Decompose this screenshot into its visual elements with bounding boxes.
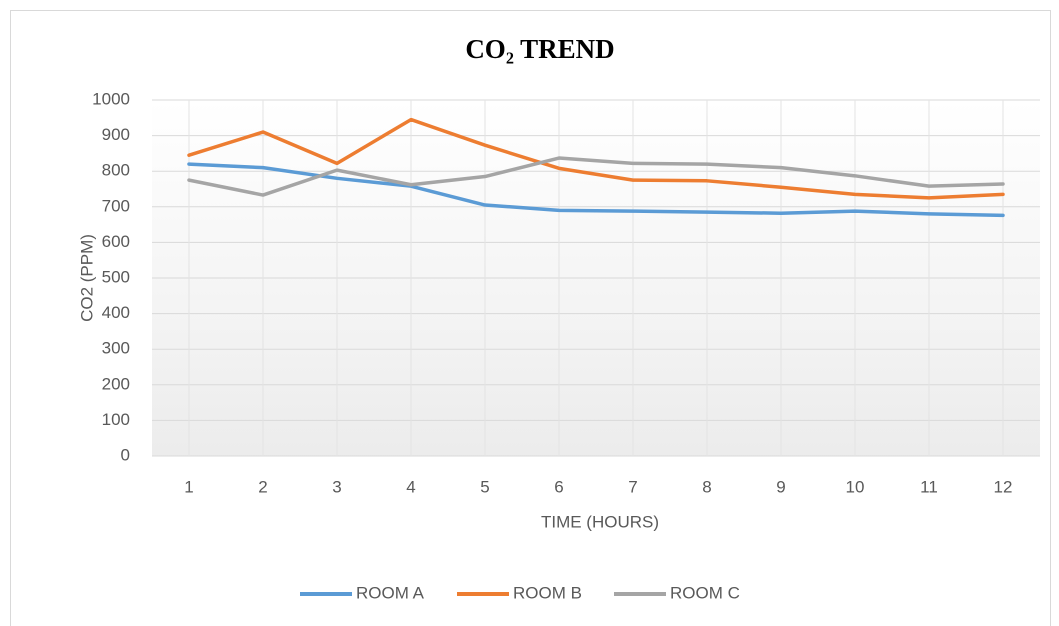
series-line xyxy=(187,162,1005,218)
y-tick-label: 0 xyxy=(121,445,130,464)
legend-label: ROOM A xyxy=(356,583,425,602)
x-tick-label: 7 xyxy=(628,477,637,496)
x-tick-label: 3 xyxy=(332,477,341,496)
y-axis-label: CO2 (PPM) xyxy=(77,234,96,322)
x-tick-label: 12 xyxy=(994,477,1013,496)
y-tick-label: 300 xyxy=(102,339,130,358)
x-tick-label: 4 xyxy=(406,477,415,496)
y-tick-label: 500 xyxy=(102,267,130,286)
y-tick-label: 400 xyxy=(102,303,130,322)
x-axis-label: TIME (HOURS) xyxy=(541,512,659,531)
y-tick-label: 800 xyxy=(102,161,130,180)
legend-label: ROOM C xyxy=(670,583,740,602)
x-tick-label: 11 xyxy=(920,477,938,496)
x-tick-label: 2 xyxy=(258,477,267,496)
y-tick-label: 200 xyxy=(102,374,130,393)
y-tick-label: 1000 xyxy=(92,89,130,108)
y-tick-label: 600 xyxy=(102,232,130,251)
y-tick-label: 100 xyxy=(102,410,130,429)
x-tick-label: 5 xyxy=(480,477,489,496)
series-line xyxy=(187,117,1005,200)
x-tick-label: 6 xyxy=(554,477,563,496)
x-tick-label: 8 xyxy=(702,477,711,496)
legend-label: ROOM B xyxy=(513,583,582,602)
y-tick-label: 900 xyxy=(102,125,130,144)
chart-title: CO₂ TREND xyxy=(465,34,614,64)
series-line xyxy=(187,156,1005,197)
x-tick-label: 9 xyxy=(776,477,785,496)
x-tick-label: 1 xyxy=(184,477,193,496)
x-tick-label: 10 xyxy=(846,477,865,496)
y-tick-label: 700 xyxy=(102,196,130,215)
